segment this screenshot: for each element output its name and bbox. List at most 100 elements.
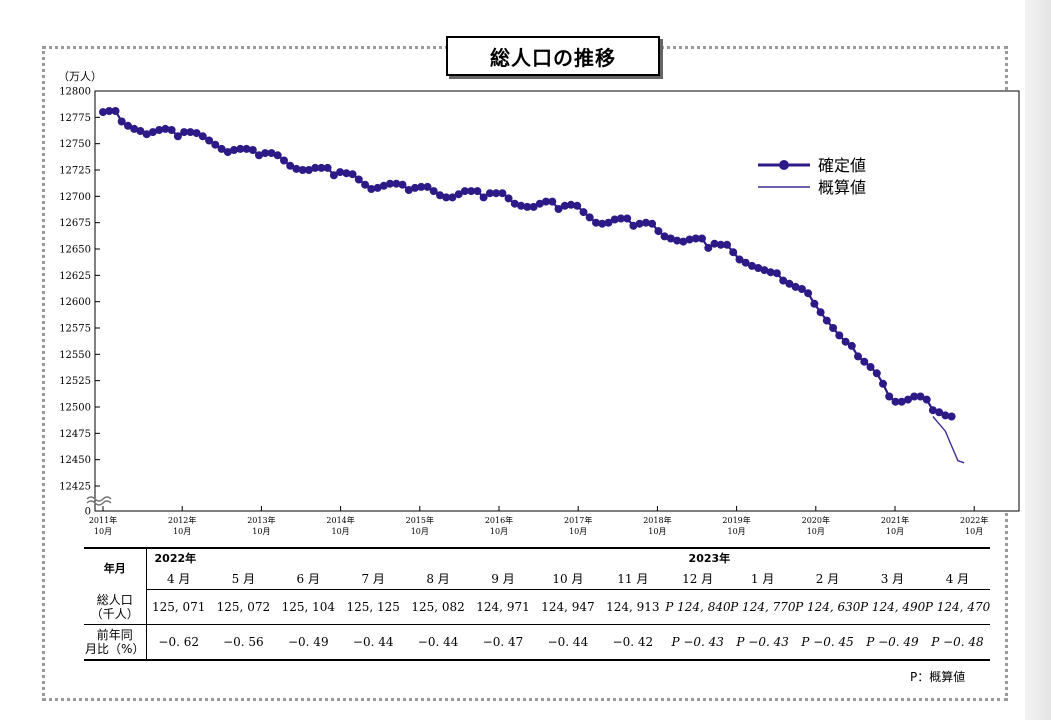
population-cell: 125, 072 xyxy=(210,589,276,625)
data-point xyxy=(716,240,725,249)
x-tick-month: 10月 xyxy=(728,527,746,536)
change-cell: −0. 42 xyxy=(600,624,666,661)
year-cell xyxy=(535,547,601,567)
month-cell: 9 月 xyxy=(470,567,536,590)
change-cell: P −0. 48 xyxy=(924,624,990,661)
data-point xyxy=(592,218,600,227)
y-tick-label: 12500 xyxy=(59,403,91,414)
y-axis: 12800 12775 12750 12725 12700 12675 12650 12625… xyxy=(59,87,112,518)
month-cell: 4 月 xyxy=(924,567,990,590)
data-point xyxy=(392,179,401,188)
axis-break-mark xyxy=(86,496,112,502)
data-point xyxy=(847,341,856,350)
data-point xyxy=(542,197,550,206)
x-tick-month: 10月 xyxy=(411,527,429,536)
x-tick-month: 10月 xyxy=(173,527,191,536)
data-point xyxy=(105,107,114,115)
data-point xyxy=(760,266,769,275)
data-point xyxy=(136,127,145,135)
axis-break-mark xyxy=(86,500,112,506)
data-point xyxy=(666,234,675,243)
data-point xyxy=(411,183,419,192)
chart-title: 総人口の推移 xyxy=(446,36,660,76)
data-point xyxy=(354,175,363,184)
data-point xyxy=(223,148,232,157)
population-cell: 125, 125 xyxy=(340,589,406,625)
data-point xyxy=(723,240,731,249)
data-point xyxy=(641,218,650,227)
data-point xyxy=(198,132,207,141)
data-point xyxy=(298,166,307,174)
data-point xyxy=(691,234,700,243)
population-cell: P 124, 770 xyxy=(730,589,796,625)
data-point xyxy=(186,128,195,137)
data-point xyxy=(436,191,444,200)
x-tick-year: 2016年 xyxy=(485,515,513,525)
population-cell: 125, 082 xyxy=(405,589,471,625)
data-point xyxy=(485,189,494,198)
data-point xyxy=(342,169,351,178)
data-point xyxy=(255,151,263,160)
month-cell: 1 月 xyxy=(730,567,796,590)
data-point xyxy=(529,202,538,211)
data-point xyxy=(498,189,507,198)
y-tick-label: 12650 xyxy=(59,245,91,256)
plot-area xyxy=(94,90,1020,512)
x-tick-year: 2013年 xyxy=(247,515,275,525)
data-point xyxy=(386,179,394,188)
month-cell: 11 月 xyxy=(600,567,666,590)
change-cell: P −0. 43 xyxy=(665,624,731,661)
data-point xyxy=(816,308,825,317)
data-point xyxy=(473,187,482,196)
data-point xyxy=(130,124,139,133)
data-point xyxy=(891,397,900,406)
x-tick-year: 2014年 xyxy=(326,515,354,525)
month-cell: 6 月 xyxy=(275,567,341,590)
data-point xyxy=(155,126,164,134)
legend-label-confirmed: 確定値 xyxy=(818,156,866,175)
data-point xyxy=(517,201,526,210)
data-point xyxy=(230,146,238,154)
data-point xyxy=(510,199,519,208)
x-tick-year: 2015年 xyxy=(406,515,434,525)
y-tick-label: 12625 xyxy=(59,271,91,282)
legend-marker-confirmed xyxy=(779,160,789,170)
month-cell: 5 月 xyxy=(210,567,276,590)
y-tick-label: 12775 xyxy=(59,113,91,124)
table-row: 年月 2022年 2023年 xyxy=(84,547,990,590)
data-point xyxy=(167,126,176,134)
data-point xyxy=(729,248,738,257)
data-point xyxy=(610,215,619,224)
x-tick-year: 2012年 xyxy=(168,515,196,525)
data-point xyxy=(99,108,107,117)
x-tick-month: 10月 xyxy=(490,527,508,536)
x-tick-month: 10月 xyxy=(94,527,112,536)
data-point xyxy=(523,202,532,211)
row-header-population: 総人口 （千人） xyxy=(84,589,147,625)
year-cell xyxy=(210,547,276,567)
data-point xyxy=(454,190,463,199)
data-point xyxy=(267,149,276,158)
population-cell: P 124, 470 xyxy=(924,589,990,625)
y-tick-label: 12750 xyxy=(59,139,91,150)
change-cell: −0. 47 xyxy=(470,624,536,661)
data-point xyxy=(311,163,320,172)
data-point xyxy=(236,144,245,153)
data-point xyxy=(560,201,569,210)
population-cell: P 124, 490 xyxy=(859,589,925,625)
x-tick-month: 10月 xyxy=(886,527,904,536)
x-tick-year: 2019年 xyxy=(722,515,750,525)
data-point xyxy=(261,149,270,158)
data-point xyxy=(192,129,201,138)
data-point xyxy=(579,208,588,217)
month-cell: 3 月 xyxy=(859,567,925,590)
data-point xyxy=(379,181,388,190)
y-axis-unit: （万人） xyxy=(58,70,102,83)
data-point xyxy=(361,180,370,189)
data-point xyxy=(111,107,120,115)
x-tick-month: 10月 xyxy=(569,527,587,536)
data-point xyxy=(573,201,582,210)
legend-label-estimate: 概算値 xyxy=(818,178,866,197)
year-cell xyxy=(859,547,925,567)
